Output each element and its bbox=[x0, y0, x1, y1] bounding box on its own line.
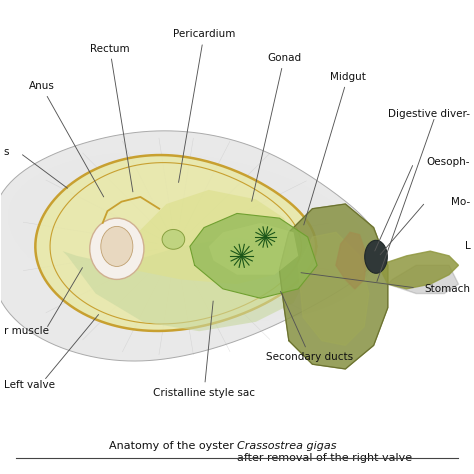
Polygon shape bbox=[388, 265, 458, 293]
Text: Anatomy of the oyster: Anatomy of the oyster bbox=[109, 440, 237, 451]
Polygon shape bbox=[336, 232, 366, 289]
Text: Crassostrea gigas: Crassostrea gigas bbox=[237, 440, 337, 451]
Text: Oesoph-: Oesoph- bbox=[427, 156, 470, 166]
Text: Digestive diver-: Digestive diver- bbox=[388, 109, 470, 119]
Text: Gonad: Gonad bbox=[252, 53, 301, 201]
Text: Cristalline style sac: Cristalline style sac bbox=[153, 301, 255, 398]
Text: Midgut: Midgut bbox=[304, 72, 365, 225]
Polygon shape bbox=[190, 213, 317, 298]
Text: r muscle: r muscle bbox=[4, 326, 49, 336]
Text: s: s bbox=[4, 147, 9, 157]
Polygon shape bbox=[378, 251, 458, 289]
Ellipse shape bbox=[365, 240, 387, 273]
Text: Mo-: Mo- bbox=[451, 197, 470, 207]
Polygon shape bbox=[0, 131, 379, 361]
Text: after removal of the right valve: after removal of the right valve bbox=[237, 453, 412, 463]
Polygon shape bbox=[36, 155, 316, 331]
Text: Pericardium: Pericardium bbox=[173, 29, 235, 182]
Text: L: L bbox=[465, 241, 470, 251]
Text: Rectum: Rectum bbox=[90, 44, 133, 192]
Ellipse shape bbox=[8, 151, 372, 323]
Polygon shape bbox=[279, 204, 388, 369]
Polygon shape bbox=[209, 223, 298, 275]
Ellipse shape bbox=[162, 229, 185, 249]
Text: Secondary ducts: Secondary ducts bbox=[266, 292, 354, 362]
Text: Stomach: Stomach bbox=[424, 284, 470, 294]
Ellipse shape bbox=[101, 227, 133, 266]
Polygon shape bbox=[115, 190, 293, 284]
Polygon shape bbox=[298, 232, 369, 346]
Ellipse shape bbox=[90, 218, 144, 279]
Text: Anus: Anus bbox=[28, 81, 104, 197]
Polygon shape bbox=[63, 237, 308, 331]
Text: Left valve: Left valve bbox=[4, 381, 55, 391]
